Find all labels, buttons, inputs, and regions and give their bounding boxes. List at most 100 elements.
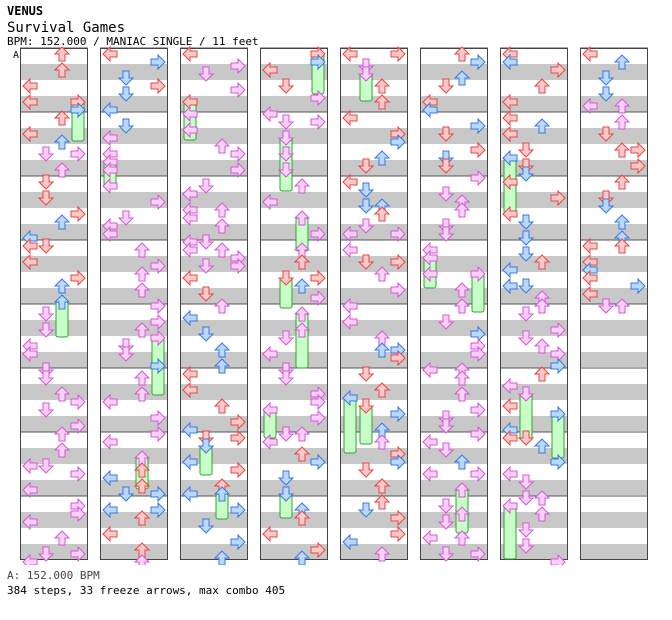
right-arrow-note — [470, 169, 486, 187]
right-arrow-note — [470, 141, 486, 159]
right-arrow-note — [470, 545, 486, 563]
up-arrow-note — [53, 442, 71, 458]
left-arrow-note — [422, 361, 438, 379]
up-arrow-note — [533, 338, 551, 354]
beat-stripe — [500, 480, 568, 496]
beat-stripe — [500, 512, 568, 528]
left-arrow-note — [422, 529, 438, 547]
right-arrow-note — [70, 205, 86, 223]
right-arrow-note — [150, 329, 166, 347]
up-arrow-note — [213, 486, 231, 502]
right-arrow-note — [550, 61, 566, 79]
right-arrow-note — [470, 425, 486, 443]
left-arrow-note — [182, 209, 198, 227]
up-arrow-note — [613, 142, 631, 158]
beat-stripe — [581, 448, 647, 464]
up-arrow-note — [533, 254, 551, 270]
up-arrow-note — [533, 78, 551, 94]
down-arrow-note — [37, 546, 55, 562]
down-arrow-note — [277, 426, 295, 442]
right-arrow-note — [470, 465, 486, 483]
right-arrow-note — [150, 485, 166, 503]
left-arrow-note — [342, 173, 358, 191]
beat-stripe — [420, 288, 488, 304]
left-arrow-note — [102, 393, 118, 411]
right-arrow-note — [630, 157, 646, 175]
beat-stripe — [581, 352, 647, 367]
up-arrow-note — [213, 138, 231, 154]
down-arrow-note — [357, 254, 375, 270]
beat-stripe — [420, 128, 488, 144]
right-arrow-note — [70, 101, 86, 119]
up-arrow-note — [133, 266, 151, 282]
left-arrow-note — [502, 149, 518, 167]
up-arrow-note — [373, 266, 391, 282]
left-arrow-note — [262, 433, 278, 451]
left-arrow-note — [182, 45, 198, 63]
down-arrow-note — [197, 518, 215, 534]
left-arrow-note — [502, 53, 518, 71]
down-arrow-note — [277, 162, 295, 178]
beat-stripe — [260, 512, 328, 528]
down-arrow-note — [437, 314, 455, 330]
up-arrow-note — [53, 214, 71, 230]
left-arrow-note — [582, 237, 598, 255]
left-arrow-note — [22, 481, 38, 499]
down-arrow-note — [117, 70, 135, 86]
beat-stripe — [580, 64, 648, 80]
down-arrow-note — [437, 78, 455, 94]
right-arrow-note — [150, 297, 166, 315]
artist-name: VENUS — [7, 4, 44, 18]
up-arrow-note — [133, 242, 151, 258]
beat-stripe — [420, 512, 488, 528]
left-arrow-note — [422, 249, 438, 267]
beat-stripe — [340, 192, 408, 208]
right-arrow-note — [470, 265, 486, 283]
beat-stripe — [100, 512, 168, 528]
down-arrow-note — [277, 370, 295, 386]
right-arrow-note — [470, 401, 486, 419]
left-arrow-note — [182, 185, 198, 203]
down-arrow-note — [37, 238, 55, 254]
up-arrow-note — [373, 78, 391, 94]
beat-stripe — [500, 160, 568, 176]
beat-stripe — [180, 224, 248, 240]
down-arrow-note — [437, 186, 455, 202]
beat-stripe — [581, 480, 647, 495]
right-arrow-note — [150, 357, 166, 375]
left-arrow-note — [502, 109, 518, 127]
down-arrow-note — [277, 470, 295, 486]
left-arrow-note — [262, 401, 278, 419]
down-arrow-note — [197, 258, 215, 274]
up-arrow-note — [613, 54, 631, 70]
right-arrow-note — [150, 425, 166, 443]
down-arrow-note — [37, 402, 55, 418]
up-arrow-note — [53, 278, 71, 294]
left-arrow-note — [22, 237, 38, 255]
up-arrow-note — [133, 478, 151, 494]
down-arrow-note — [277, 78, 295, 94]
down-arrow-note — [517, 474, 535, 490]
left-arrow-note — [502, 377, 518, 395]
beat-stripe — [180, 512, 248, 528]
up-arrow-note — [213, 398, 231, 414]
up-arrow-note — [133, 386, 151, 402]
up-arrow-note — [533, 438, 551, 454]
down-arrow-note — [197, 66, 215, 82]
up-arrow-note — [533, 118, 551, 134]
left-arrow-note — [182, 365, 198, 383]
left-arrow-note — [182, 453, 198, 471]
down-arrow-note — [597, 198, 615, 214]
beat-stripe — [180, 544, 248, 560]
right-arrow-note — [230, 81, 246, 99]
right-arrow-note — [550, 405, 566, 423]
down-arrow-note — [437, 546, 455, 562]
beat-stripe — [580, 128, 648, 144]
left-arrow-note — [22, 513, 38, 531]
left-arrow-note — [342, 533, 358, 551]
right-arrow-note — [550, 189, 566, 207]
beat-stripe — [20, 448, 88, 464]
right-arrow-note — [390, 405, 406, 423]
beat-stripe — [260, 128, 328, 144]
beat-stripe — [420, 448, 488, 464]
